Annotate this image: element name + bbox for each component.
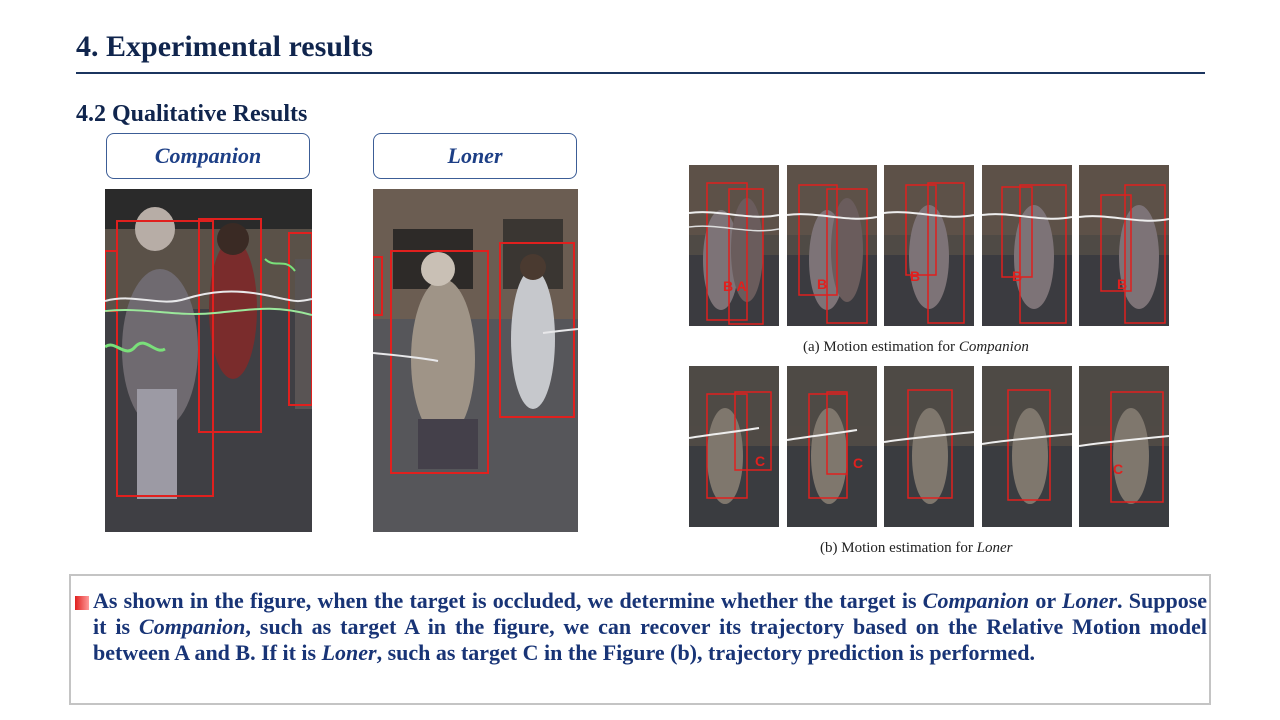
companion-frame: B A [689,165,779,326]
frame-label: B [910,268,920,284]
para-text: or [1035,588,1056,613]
frame-label: B [1012,268,1022,284]
para-term: Companion [139,614,246,639]
caption-a-term: Companion [958,339,1029,355]
companion-tag: Companion [106,133,310,179]
loner-frame: C [787,366,877,527]
para-text: , such as target C in the Figure (b), tr… [376,640,1036,665]
loner-tag: Loner [373,133,577,179]
para-term: Loner [1062,588,1118,613]
frame-label: B A [723,278,747,294]
frame-label: C [755,453,765,469]
para-text: As shown in the figure, when the target … [93,588,917,613]
title-divider [76,72,1205,74]
caption-a-prefix: (a) Motion estimation for [803,339,956,355]
companion-frame: B [787,165,877,326]
caption-a: (a) Motion estimation for Companion [803,339,1029,356]
caption-b: (b) Motion estimation for Loner [820,540,1013,557]
para-term: Loner [321,640,377,665]
companion-frame: B [884,165,974,326]
loner-photo [373,189,578,532]
bullet-icon [75,596,89,610]
companion-frame: B [1079,165,1169,326]
caption-b-term: Loner [976,540,1013,556]
section-subtitle: 4.2 Qualitative Results [76,101,308,127]
frame-label: B [1117,276,1127,292]
loner-frame [982,366,1072,527]
para-term: Companion [922,588,1030,613]
loner-frame [884,366,974,527]
description-paragraph: As shown in the figure, when the target … [93,588,1207,666]
companion-frame: B [982,165,1072,326]
frame-label: B [817,276,827,292]
slide-title: 4. Experimental results [76,30,373,63]
frame-label: C [1113,461,1123,477]
para-text: , such as target A in the figure, we can… [93,614,1208,665]
description-box: As shown in the figure, when the target … [69,574,1211,705]
caption-b-prefix: (b) Motion estimation for [820,540,973,556]
frame-label: C [853,455,863,471]
loner-frame: C [1079,366,1169,527]
para-text: . Suppose it is [93,588,1208,639]
companion-photo [105,189,312,532]
loner-frame: C [689,366,779,527]
